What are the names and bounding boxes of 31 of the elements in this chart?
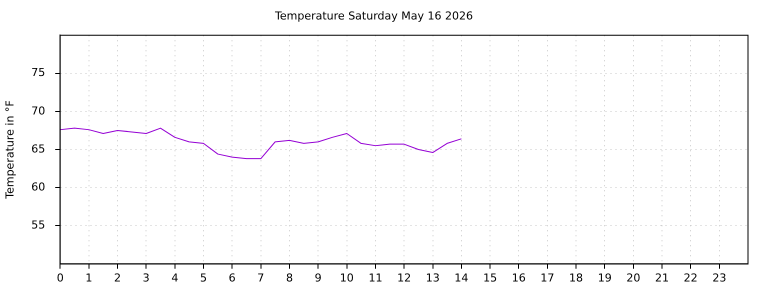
x-tick-label: 3: [142, 271, 150, 284]
x-tick-label: 10: [340, 271, 354, 284]
x-tick-label: 18: [569, 271, 584, 284]
x-tick-label: 2: [114, 271, 122, 284]
y-tick-label: 65: [31, 142, 46, 156]
y-axis-title: Temperature in °F: [3, 100, 16, 200]
x-tick-label: 4: [171, 271, 178, 284]
x-tick-label: 17: [540, 271, 554, 284]
y-tick-label: 75: [31, 66, 46, 80]
y-tick-label: 60: [31, 180, 46, 194]
x-tick-label: 22: [684, 271, 698, 284]
x-tick-label: 12: [397, 271, 412, 284]
chart-title: Temperature Saturday May 16 2026: [274, 9, 473, 22]
x-tick-label: 13: [426, 271, 440, 284]
x-tick-label: 9: [314, 271, 322, 284]
x-tick-label: 1: [85, 271, 92, 284]
x-tick-label: 16: [512, 271, 526, 284]
x-tick-label: 20: [626, 271, 640, 284]
y-tick-label: 55: [31, 218, 46, 232]
x-tick-label: 7: [257, 271, 264, 284]
x-tick-label: 19: [598, 271, 612, 284]
x-tick-label: 0: [56, 271, 64, 284]
x-tick-label: 11: [368, 271, 382, 284]
y-tick-label: 70: [31, 104, 46, 118]
x-tick-label: 21: [655, 271, 670, 284]
x-tick-label: 23: [712, 271, 726, 284]
x-tick-label: 14: [454, 271, 468, 284]
x-tick-label: 8: [286, 271, 293, 284]
x-tick-label: 6: [228, 271, 236, 284]
x-tick-label: 5: [200, 271, 207, 284]
x-tick-label: 15: [483, 271, 498, 284]
